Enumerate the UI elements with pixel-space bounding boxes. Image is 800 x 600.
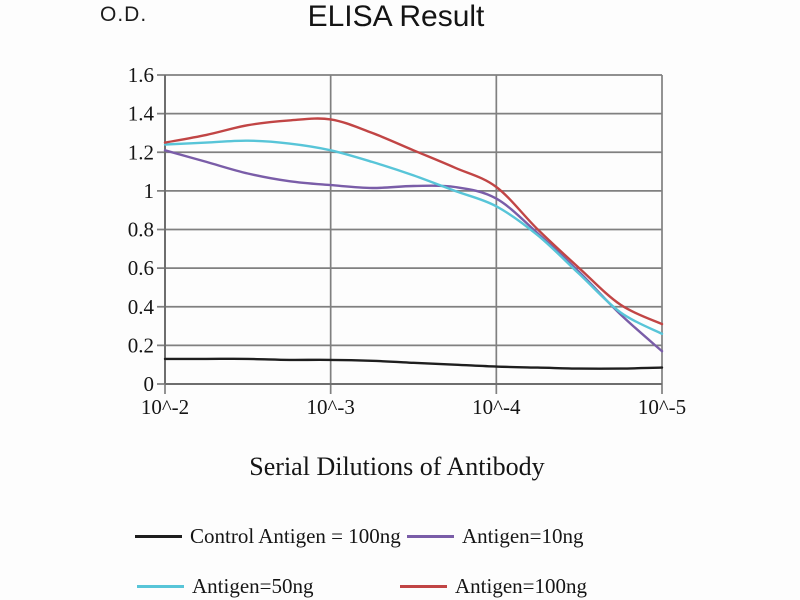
- x-tick-label: 10^-5: [638, 395, 686, 419]
- x-tick-label: 10^-3: [306, 395, 354, 419]
- y-axis-unit-label: O.D.: [100, 3, 148, 26]
- series-line-control-antigen-100ng: [163, 357, 664, 370]
- legend-swatch-control-antigen: [135, 534, 182, 538]
- series-line-antigen-10ng: [163, 149, 664, 353]
- x-axis-title: Serial Dilutions of Antibody: [249, 452, 545, 481]
- legend-swatch-antigen-100ng: [400, 584, 447, 588]
- legend-entry-control-antigen: Control Antigen = 100ng: [135, 523, 401, 549]
- y-tick-label: 1.2: [128, 140, 154, 164]
- y-tick-label: 0.2: [128, 333, 154, 357]
- chart-title: ELISA Result: [307, 0, 485, 33]
- legend-label-antigen-10ng: Antigen=10ng: [462, 523, 584, 548]
- legend-swatch-antigen-10ng: [407, 534, 454, 538]
- legend-entry-antigen-50ng: Antigen=50ng: [137, 573, 314, 599]
- y-tick-label: 0.6: [128, 256, 154, 280]
- y-tick-label: 1: [144, 179, 155, 203]
- x-tick-label: 10^-4: [472, 395, 521, 419]
- legend-label-antigen-100ng: Antigen=100ng: [455, 573, 587, 598]
- series-line-antigen-100ng: [163, 117, 664, 326]
- y-tick-label: 1.6: [128, 63, 154, 87]
- legend-entry-antigen-10ng: Antigen=10ng: [407, 523, 584, 549]
- elisa-line-chart: 0 0.2 0.4 0.6 0.8 1 1.2 1.4 1.6 10^-2 10^-3 10^-4 10…: [128, 63, 686, 419]
- series-line-antigen-50ng: [163, 139, 664, 335]
- x-tick-label: 10^-2: [141, 395, 189, 419]
- legend-label-antigen-50ng: Antigen=50ng: [192, 573, 314, 598]
- y-tick-label: 0.8: [128, 218, 154, 242]
- y-tick-label: 0: [144, 372, 155, 396]
- legend-entry-antigen-100ng: Antigen=100ng: [400, 573, 587, 599]
- legend-swatch-antigen-50ng: [137, 584, 184, 588]
- legend-label-control-antigen: Control Antigen = 100ng: [190, 523, 401, 548]
- y-tick-label: 1.4: [128, 102, 155, 126]
- y-tick-label: 0.4: [128, 295, 155, 319]
